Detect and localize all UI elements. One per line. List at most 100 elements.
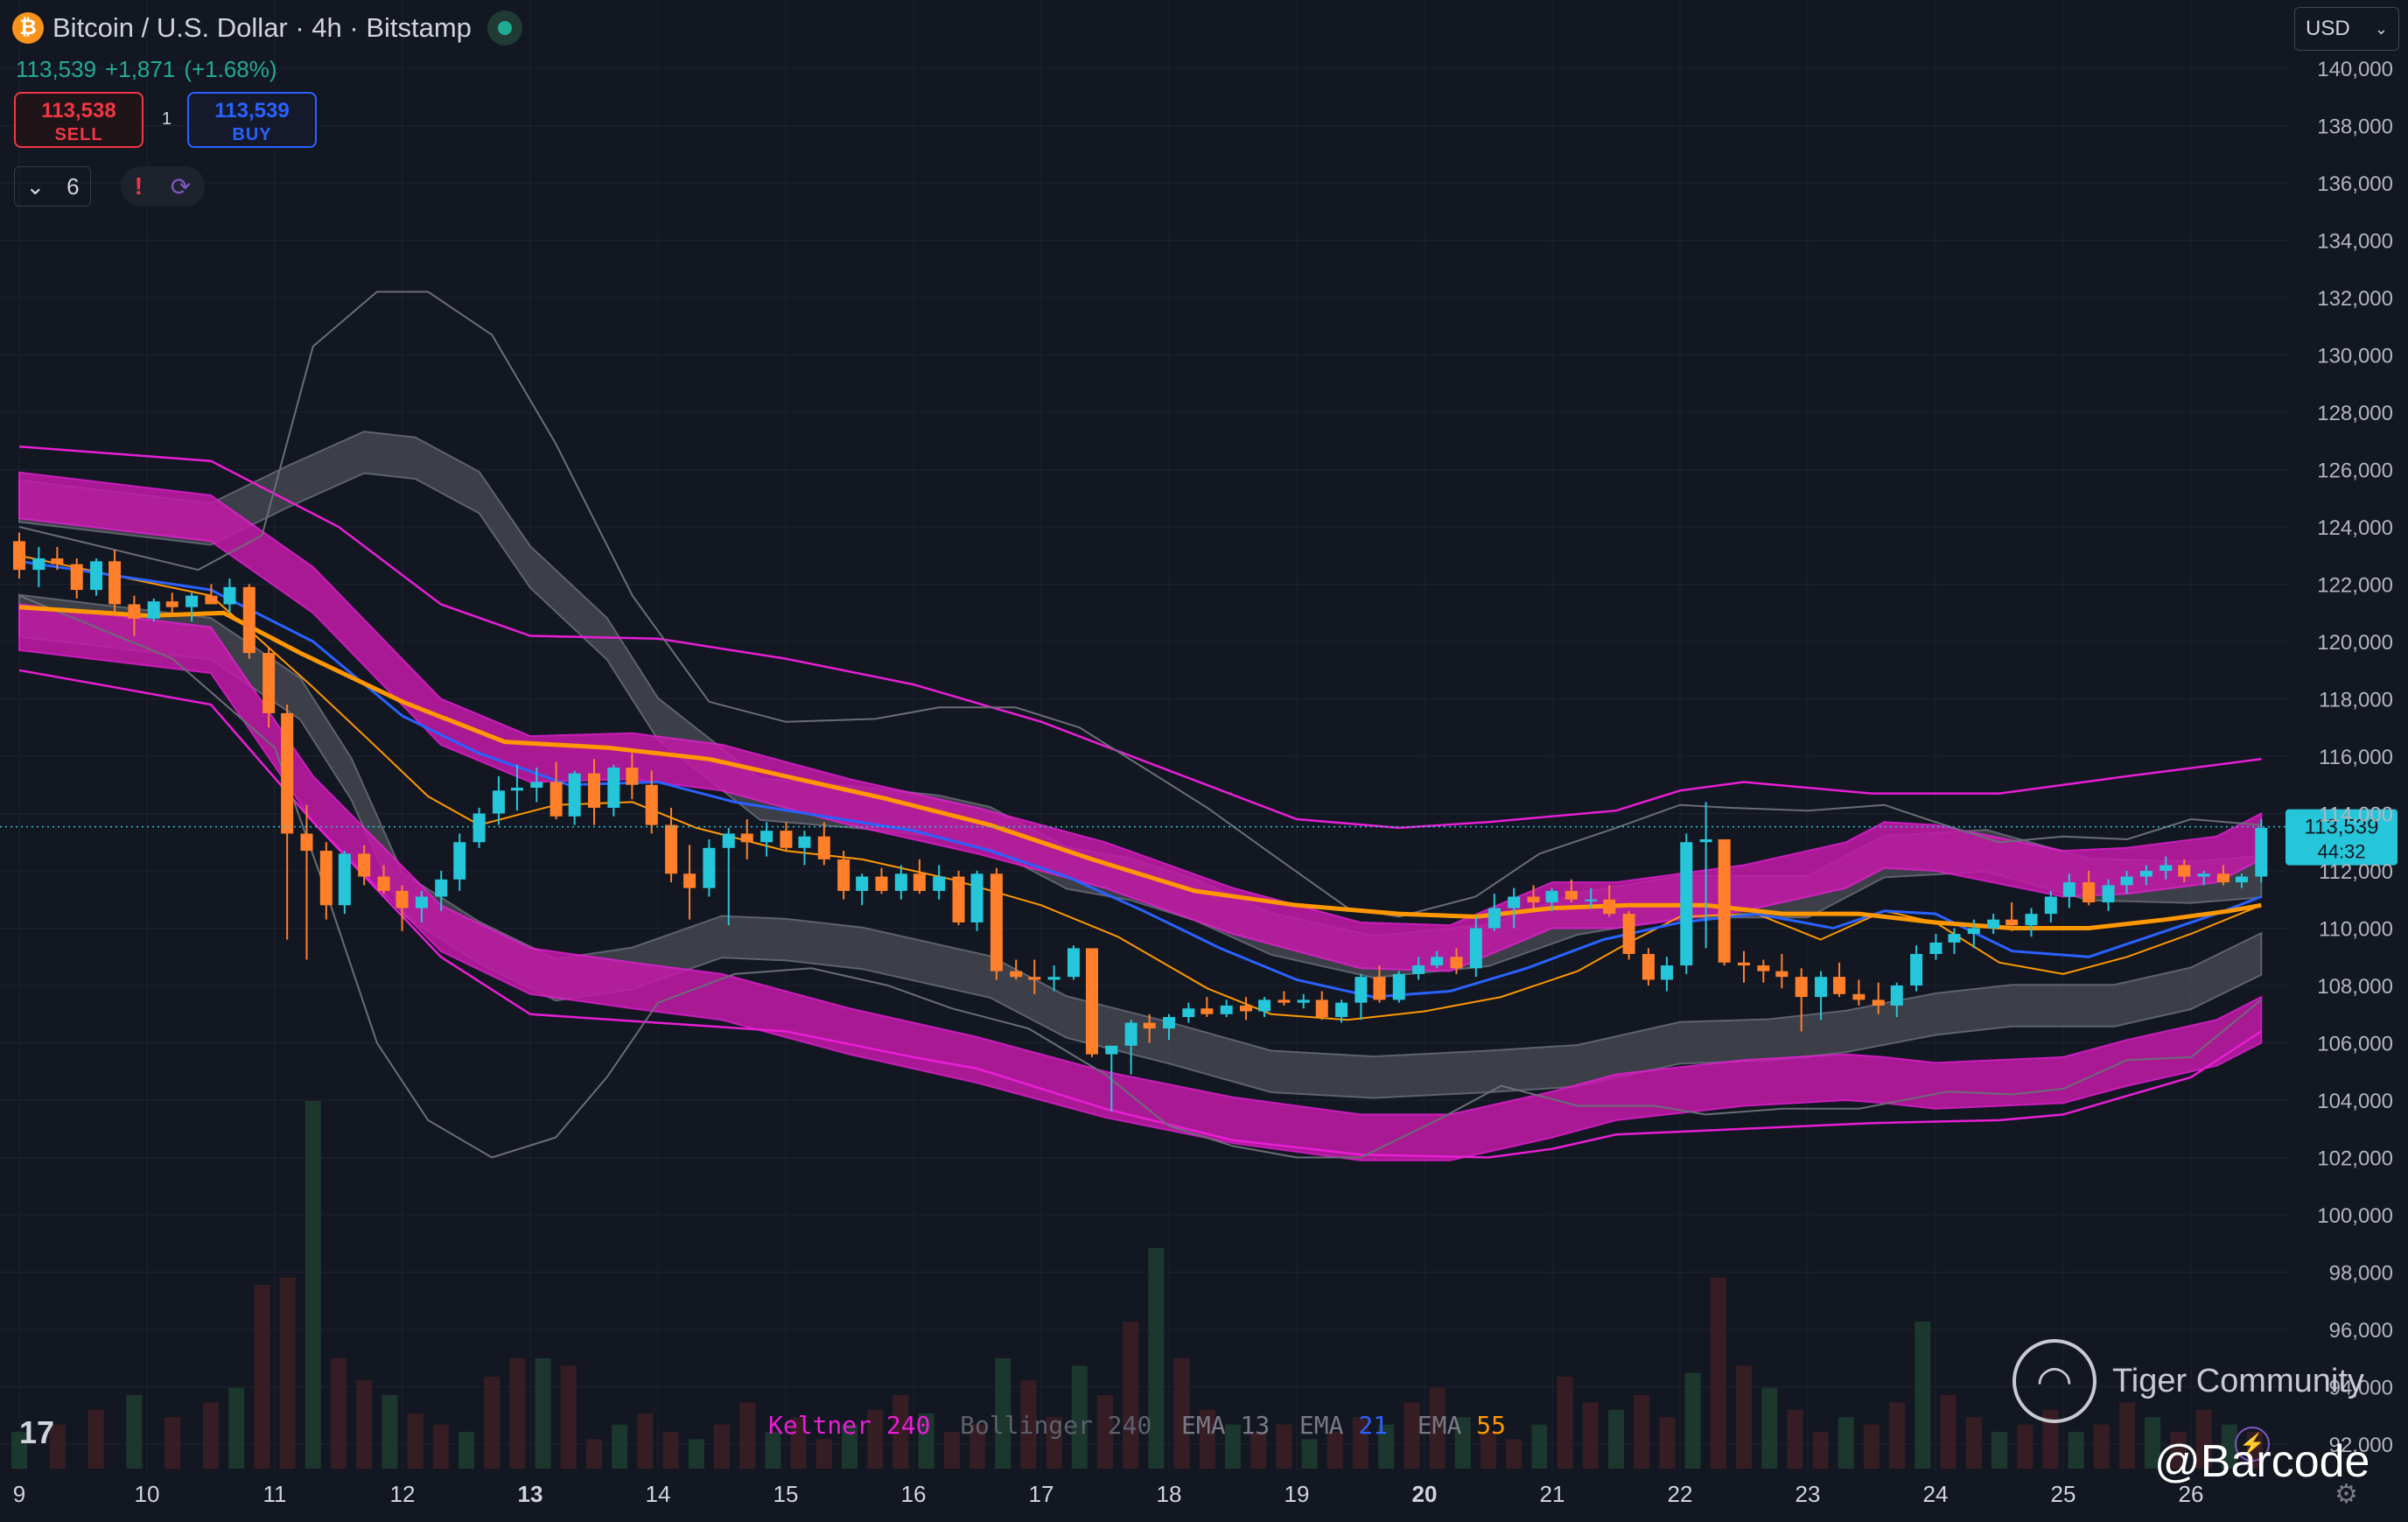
volume-bar [765, 1432, 781, 1469]
candle-body [415, 896, 428, 908]
candle-body [2178, 865, 2191, 877]
currency-label: USD [2306, 17, 2350, 40]
volume-bar [1940, 1395, 1956, 1469]
candle-body [550, 782, 563, 817]
volume-bar [1097, 1395, 1113, 1469]
volume-bar [2042, 1409, 2059, 1469]
tiger-logo-icon: ◠ [2012, 1339, 2096, 1423]
volume-bar [1404, 1402, 1420, 1469]
symbol-title[interactable]: Bitcoin / U.S. Dollar · 4h · Bitstamp [52, 12, 472, 43]
candle-body [530, 782, 543, 789]
candle-body [186, 595, 199, 607]
volume-bar [432, 1424, 449, 1469]
candle-body [147, 601, 160, 619]
volume-bar [1965, 1417, 1982, 1469]
time-tick-label: 18 [1157, 1481, 1182, 1507]
volume-bar [1378, 1424, 1395, 1469]
volume-bar [943, 1432, 960, 1469]
price-tick-label: 92,000 [2329, 1434, 2393, 1457]
price-tick-label: 118,000 [2319, 689, 2393, 712]
legend-item-name[interactable]: EMA [1388, 1411, 1477, 1440]
candle-body [1392, 973, 1405, 1000]
time-tick-label: 13 [518, 1481, 543, 1507]
candle-body [780, 831, 793, 848]
candle-body [453, 842, 466, 880]
candle-body [1469, 928, 1482, 969]
volume-bar [382, 1395, 398, 1469]
legend-item-name[interactable]: EMA [1270, 1411, 1359, 1440]
sync-icon[interactable]: ⟳ [170, 172, 192, 200]
volume-bar [1225, 1424, 1241, 1469]
price-tick-label: 120,000 [2317, 631, 2393, 655]
candle-body [1508, 896, 1521, 908]
legend-item-name[interactable]: Bollinger [930, 1411, 1108, 1440]
symbol-header[interactable]: ₿ Bitcoin / U.S. Dollar · 4h · Bitstamp [12, 11, 522, 46]
legend-item-name[interactable]: Keltner [768, 1411, 886, 1440]
volume-bar [1608, 1409, 1624, 1469]
volume-bar [509, 1358, 526, 1469]
price-tick-label: 114,000 [2319, 803, 2393, 827]
candle-body [1775, 971, 1788, 978]
time-tick-label: 25 [2051, 1481, 2076, 1507]
time-tick-label: 26 [2179, 1481, 2204, 1507]
volume-bar [1480, 1432, 1496, 1469]
candle-body [798, 836, 811, 848]
candle-body [703, 847, 716, 888]
buy-price: 113,539 [214, 99, 290, 123]
price-tick-label: 130,000 [2317, 345, 2393, 368]
candle-body [300, 833, 313, 852]
candle-body [70, 564, 83, 591]
volume-bar [1914, 1322, 1931, 1469]
volume-bar [1276, 1424, 1292, 1469]
volume-bar [1684, 1372, 1701, 1469]
indicators-toggle[interactable]: ⌄ 6 [14, 166, 91, 207]
keltner-outer-lower-line [18, 669, 2262, 1159]
candle-body [242, 586, 256, 654]
data-alert[interactable]: ! ⟳ [121, 166, 205, 207]
volume-bar [484, 1377, 500, 1469]
tradingview-logo[interactable]: 17 [19, 1414, 55, 1450]
price-tick-label: 138,000 [2317, 116, 2393, 139]
candle-body [683, 873, 696, 888]
volume-bar [1199, 1409, 1215, 1469]
buy-button[interactable]: 113,539 BUY [187, 92, 317, 148]
candle-body [1642, 953, 1655, 980]
price-axis: 140,000 138,000 136,000 134,000 132,000 130,0… [2317, 58, 2393, 1457]
sell-button[interactable]: 113,538 SELL [14, 92, 144, 148]
tiger-community-watermark: ◠ Tiger Community [2012, 1339, 2364, 1423]
price-tick-label: 140,000 [2317, 58, 2393, 81]
time-tick-label: 15 [774, 1481, 799, 1507]
order-quantity[interactable]: 1 [162, 109, 172, 129]
legend-item-name[interactable]: EMA [1152, 1411, 1241, 1440]
volume-bar [816, 1439, 832, 1469]
warning-icon[interactable]: ! [134, 172, 144, 200]
candle-body [1143, 1022, 1156, 1029]
volume-bars [11, 1101, 2263, 1469]
candle-body [1258, 999, 1271, 1012]
current-price-tag-countdown: 44:32 [2317, 841, 2365, 863]
time-tick-label: 12 [390, 1481, 416, 1507]
candle-body [1278, 999, 1291, 1003]
time-tick-label: 17 [1029, 1481, 1054, 1507]
price-tick-label: 116,000 [2319, 746, 2393, 769]
watermark-handle: @Barcode [2154, 1436, 2370, 1487]
lightning-icon[interactable]: ⚡ [2235, 1427, 2270, 1462]
volume-bar [2145, 1417, 2161, 1469]
volume-bar [612, 1424, 628, 1469]
sell-label: SELL [54, 125, 103, 144]
candle-body [13, 541, 25, 571]
currency-select[interactable]: USD ⌄ [2294, 7, 2399, 51]
market-status-icon[interactable] [486, 11, 522, 46]
gear-icon[interactable]: ⚙ [2334, 1480, 2358, 1509]
candle-body [1105, 1045, 1118, 1055]
candle-body [1910, 953, 1923, 985]
price-change-pct: (+1.68%) [184, 56, 277, 82]
candle-body [358, 853, 371, 877]
candle-body [319, 851, 332, 906]
price-tick-label: 110,000 [2319, 918, 2393, 942]
price-tick-label: 132,000 [2317, 287, 2393, 311]
candle-body [568, 773, 581, 817]
volume-bar [331, 1358, 346, 1469]
candle-body [1545, 890, 1558, 903]
